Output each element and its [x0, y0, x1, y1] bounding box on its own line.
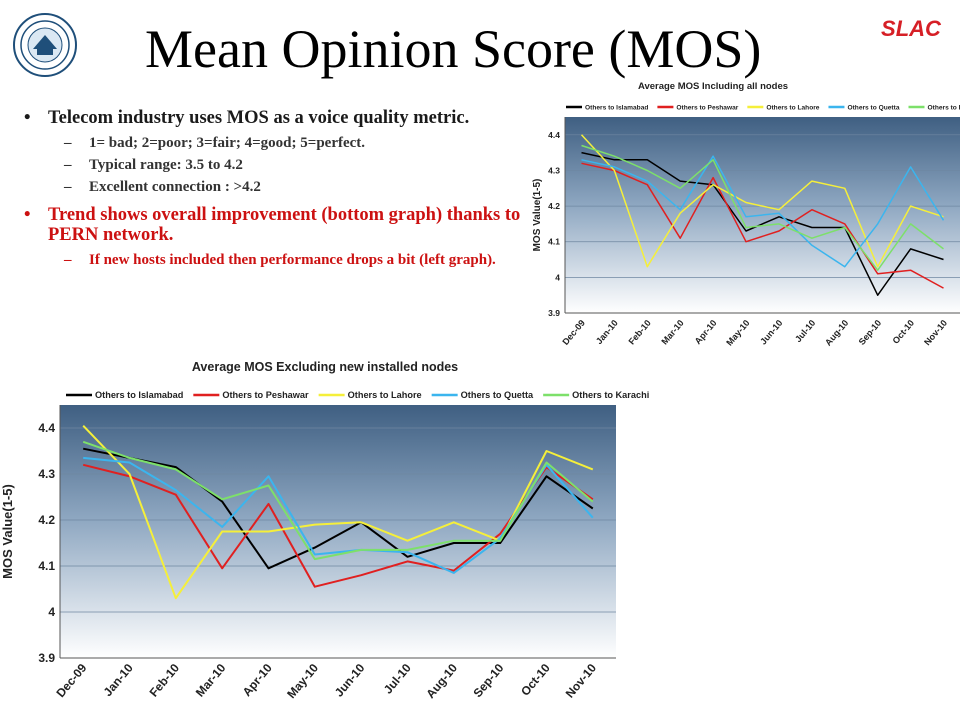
mos-all-nodes-chart: Average MOS Including all nodes Others to…: [532, 81, 960, 348]
legend-label-others-to-karachi: Others to Karachi: [928, 104, 960, 111]
bullet-dot-icon: •: [24, 205, 31, 225]
series-line-others-to-islamabad: [83, 447, 594, 570]
x-tick-label: Apr-10: [240, 661, 275, 699]
x-tick-label: Oct-10: [518, 661, 553, 699]
legend-label-others-to-peshawar: Others to Peshawar: [222, 390, 309, 400]
bullet-item: • Trend shows overall improvement (botto…: [24, 205, 544, 245]
series-line-others-to-peshawar: [82, 463, 594, 588]
y-tick-label: 4: [48, 605, 55, 619]
x-tick-label: Feb-10: [147, 661, 183, 700]
series-line-others-to-quetta: [581, 155, 945, 268]
x-tick-label: May-10: [724, 318, 751, 348]
series-line-others-to-lahore: [580, 134, 944, 268]
legend-label-others-to-karachi: Others to Karachi: [572, 390, 649, 400]
plot-area: [60, 405, 616, 658]
y-tick-label: 4.4: [548, 130, 560, 140]
x-tick-label: Oct-10: [890, 318, 916, 346]
y-tick-label: 4.3: [38, 467, 55, 481]
legend-label-others-to-islamabad: Others to Islamabad: [585, 104, 648, 111]
sub-bullet: – 1= bad; 2=poor; 3=fair; 4=good; 5=perfe…: [24, 134, 544, 153]
y-tick-label: 3.9: [38, 651, 55, 665]
x-tick-label: Sep-10: [470, 661, 506, 700]
sub-bullet: – If new hosts included then performance …: [24, 251, 544, 270]
sub-bullet-text: Excellent connection : >4.2: [89, 179, 261, 195]
university-seal-logo: [13, 13, 77, 77]
x-tick-label: Jul-10: [381, 661, 414, 697]
x-tick-label: Nov-10: [563, 661, 600, 701]
series-line-others-to-karachi: [581, 144, 944, 271]
x-tick-label: Sep-10: [857, 318, 884, 347]
y-tick-label: 4.3: [548, 165, 560, 175]
sub-bullet: – Excellent connection : >4.2: [24, 178, 544, 197]
x-tick-label: Jun-10: [332, 661, 368, 700]
y-tick-label: 4.1: [38, 559, 55, 573]
x-tick-label: Jan-10: [101, 661, 136, 699]
sub-bullet-text: If new hosts included then performance d…: [89, 252, 496, 268]
bullet-text: Telecom industry uses MOS as a voice qua…: [48, 108, 470, 128]
chart-title: Average MOS Excluding new installed node…: [192, 360, 458, 374]
chart-title: Average MOS Including all nodes: [638, 81, 788, 92]
chart-legend: Others to Islamabad Others to Peshawar Oth…: [60, 385, 649, 405]
x-tick-label: Nov-10: [922, 318, 949, 347]
slac-logo: SLAC: [881, 16, 942, 41]
legend-label-others-to-islamabad: Others to Islamabad: [95, 390, 183, 400]
y-tick-label: 4.4: [38, 421, 55, 435]
dash-icon: –: [64, 157, 72, 173]
y-axis-label: MOS Value(1-5): [0, 484, 15, 579]
x-tick-label: Dec-09: [560, 318, 587, 347]
legend-label-others-to-peshawar: Others to Peshawar: [676, 104, 738, 111]
legend-label-others-to-lahore: Others to Lahore: [348, 390, 422, 400]
y-tick-label: 4.2: [548, 201, 560, 211]
series-line-others-to-peshawar: [581, 162, 944, 289]
x-tick-label: Mar-10: [193, 661, 229, 700]
x-tick-label: Apr-10: [693, 318, 719, 346]
x-tick-label: Jan-10: [594, 318, 620, 346]
mos-excluding-new-nodes-chart: Average MOS Excluding new installed node…: [0, 360, 649, 701]
x-tick-label: Feb-10: [627, 318, 653, 347]
y-axis-label: MOS Value(1-5): [532, 179, 543, 252]
x-tick-label: May-10: [284, 661, 321, 701]
x-tick-label: Dec-09: [53, 661, 89, 700]
page-title: Mean Opinion Score (MOS): [145, 19, 762, 79]
x-tick-label: Aug-10: [423, 661, 460, 701]
x-tick-label: Jul-10: [793, 318, 817, 344]
sub-bullet: – Typical range: 3.5 to 4.2: [24, 156, 544, 175]
series-line-others-to-karachi: [82, 440, 594, 561]
x-tick-label: Mar-10: [659, 318, 685, 347]
dash-icon: –: [64, 179, 72, 195]
y-tick-label: 4.2: [38, 513, 55, 527]
bullet-item: • Telecom industry uses MOS as a voice q…: [24, 108, 544, 128]
svg-text:SLAC: SLAC: [881, 16, 942, 41]
y-tick-label: 4: [555, 272, 560, 282]
y-tick-label: 3.9: [548, 308, 560, 318]
dash-icon: –: [64, 135, 72, 151]
chart-legend: Others to Islamabad Others to Peshawar Oth…: [560, 99, 960, 115]
dash-icon: –: [64, 252, 72, 268]
bullet-text: Trend shows overall improvement (bottom …: [48, 205, 521, 245]
legend-label-others-to-quetta: Others to Quetta: [461, 390, 534, 400]
legend-label-others-to-quetta: Others to Quetta: [847, 104, 899, 111]
bullet-list: • Telecom industry uses MOS as a voice q…: [24, 108, 544, 273]
legend-label-others-to-lahore: Others to Lahore: [766, 104, 819, 111]
series-line-others-to-islamabad: [581, 151, 944, 296]
x-tick-label: Jun-10: [758, 318, 784, 347]
x-tick-label: Aug-10: [823, 318, 850, 348]
sub-bullet-text: Typical range: 3.5 to 4.2: [89, 157, 243, 173]
y-tick-label: 4.1: [548, 237, 560, 247]
sub-bullet-text: 1= bad; 2=poor; 3=fair; 4=good; 5=perfec…: [89, 135, 366, 151]
bullet-dot-icon: •: [24, 108, 31, 128]
